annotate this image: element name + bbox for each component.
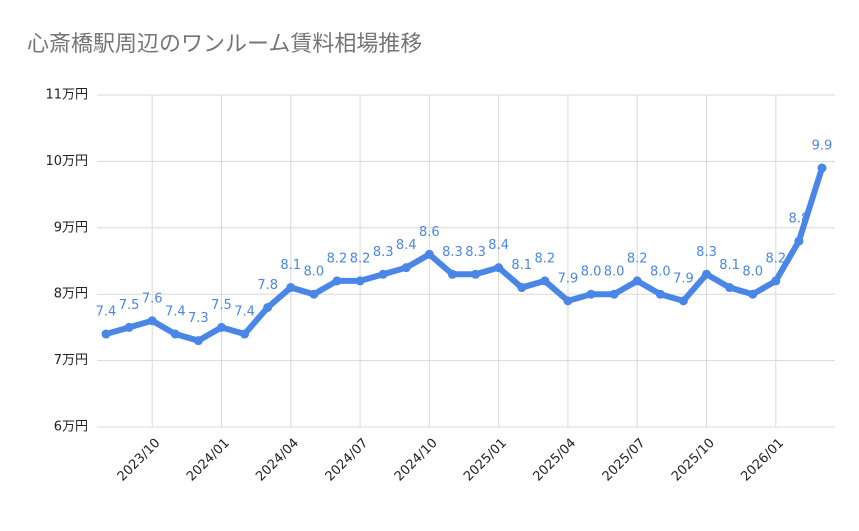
data-label: 7.4 bbox=[234, 305, 255, 320]
data-label: 8.1 bbox=[511, 258, 532, 273]
y-tick-label: 6万円 bbox=[54, 420, 88, 435]
data-label: 7.9 bbox=[673, 271, 694, 286]
data-label: 8.8 bbox=[789, 212, 810, 227]
point bbox=[586, 289, 596, 299]
point bbox=[240, 329, 250, 339]
point bbox=[540, 276, 550, 286]
point bbox=[471, 269, 481, 279]
data-label: 7.3 bbox=[188, 311, 209, 326]
x-tick-label: 2025/04 bbox=[530, 436, 579, 485]
x-tick-label: 2025/10 bbox=[669, 436, 718, 485]
x-tick-label: 2026/01 bbox=[738, 436, 787, 485]
point bbox=[216, 322, 226, 332]
y-tick-label: 9万円 bbox=[54, 220, 88, 235]
data-label: 8.0 bbox=[581, 265, 602, 280]
data-label: 7.5 bbox=[119, 298, 140, 313]
data-label: 8.3 bbox=[442, 245, 463, 260]
data-label: 8.2 bbox=[534, 251, 555, 266]
data-label: 7.6 bbox=[142, 291, 163, 306]
data-label: 8.0 bbox=[650, 265, 671, 280]
data-label: 8.3 bbox=[465, 245, 486, 260]
data-label: 8.2 bbox=[765, 251, 786, 266]
point bbox=[771, 276, 781, 286]
point bbox=[563, 296, 573, 306]
data-label: 8.4 bbox=[396, 238, 417, 253]
x-tick-label: 2024/10 bbox=[392, 436, 441, 485]
point bbox=[447, 269, 457, 279]
x-tick-label: 2025/07 bbox=[600, 436, 649, 485]
point bbox=[494, 263, 504, 273]
point bbox=[517, 283, 527, 293]
data-label: 7.8 bbox=[257, 278, 278, 293]
point bbox=[401, 263, 411, 273]
data-label: 8.4 bbox=[488, 238, 509, 253]
x-tick-label: 2023/10 bbox=[115, 436, 164, 485]
x-tick-label: 2025/01 bbox=[461, 436, 510, 485]
x-tick-label: 2024/04 bbox=[253, 436, 302, 485]
data-label: 8.2 bbox=[327, 251, 348, 266]
point bbox=[678, 296, 688, 306]
data-label: 7.5 bbox=[211, 298, 232, 313]
data-label: 8.2 bbox=[627, 251, 648, 266]
y-tick-label: 10万円 bbox=[45, 154, 88, 169]
point bbox=[263, 302, 273, 312]
point bbox=[170, 329, 180, 339]
x-tick-label: 2024/01 bbox=[184, 436, 233, 485]
data-label: 8.1 bbox=[719, 258, 740, 273]
point bbox=[101, 329, 111, 339]
point bbox=[355, 276, 365, 286]
point bbox=[124, 322, 134, 332]
chart-title: 心斎橋駅周辺のワンルーム賃料相場推移 bbox=[27, 32, 422, 57]
data-label: 7.4 bbox=[165, 305, 186, 320]
point bbox=[309, 289, 319, 299]
x-tick-label: 2024/07 bbox=[323, 436, 372, 485]
point bbox=[748, 289, 758, 299]
point bbox=[817, 163, 827, 173]
point bbox=[286, 283, 296, 293]
data-label: 8.3 bbox=[696, 245, 717, 260]
data-label: 8.0 bbox=[742, 265, 763, 280]
data-label: 9.9 bbox=[812, 139, 833, 154]
data-label: 8.0 bbox=[604, 265, 625, 280]
point bbox=[147, 316, 157, 326]
data-label: 8.2 bbox=[350, 251, 371, 266]
point bbox=[632, 276, 642, 286]
point bbox=[702, 269, 712, 279]
point bbox=[794, 236, 804, 246]
data-label: 7.9 bbox=[558, 271, 579, 286]
y-tick-label: 8万円 bbox=[54, 287, 88, 302]
point bbox=[725, 283, 735, 293]
point bbox=[193, 336, 203, 346]
data-label: 8.3 bbox=[373, 245, 394, 260]
point bbox=[655, 289, 665, 299]
y-tick-label: 11万円 bbox=[45, 88, 88, 103]
point bbox=[424, 249, 434, 259]
data-label: 8.0 bbox=[304, 265, 325, 280]
data-label: 8.1 bbox=[280, 258, 301, 273]
y-tick-label: 7万円 bbox=[54, 353, 88, 368]
point bbox=[332, 276, 342, 286]
data-label: 7.4 bbox=[96, 305, 117, 320]
point bbox=[378, 269, 388, 279]
data-label: 8.6 bbox=[419, 225, 440, 240]
point bbox=[609, 289, 619, 299]
